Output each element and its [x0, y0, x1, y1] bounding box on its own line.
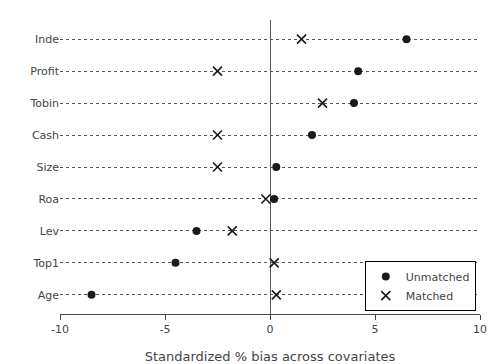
- svg-text:Lev: Lev: [40, 225, 60, 238]
- svg-text:Matched: Matched: [406, 290, 453, 303]
- svg-text:Top1: Top1: [32, 257, 59, 270]
- svg-text:10: 10: [473, 323, 487, 336]
- svg-text:-5: -5: [160, 323, 171, 336]
- svg-text:Age: Age: [38, 289, 60, 302]
- svg-text:Size: Size: [36, 161, 59, 174]
- svg-text:Tobin: Tobin: [29, 97, 59, 110]
- svg-text:Cash: Cash: [32, 129, 59, 142]
- svg-text:0: 0: [267, 323, 274, 336]
- svg-text:Standardized % bias across cov: Standardized % bias across covariates: [145, 349, 396, 364]
- svg-text:Inde: Inde: [35, 33, 59, 46]
- svg-text:Roa: Roa: [38, 193, 59, 206]
- svg-text:5: 5: [372, 323, 379, 336]
- svg-text:Unmatched: Unmatched: [406, 271, 470, 284]
- svg-text:Profit: Profit: [30, 65, 59, 78]
- svg-text:-10: -10: [51, 323, 69, 336]
